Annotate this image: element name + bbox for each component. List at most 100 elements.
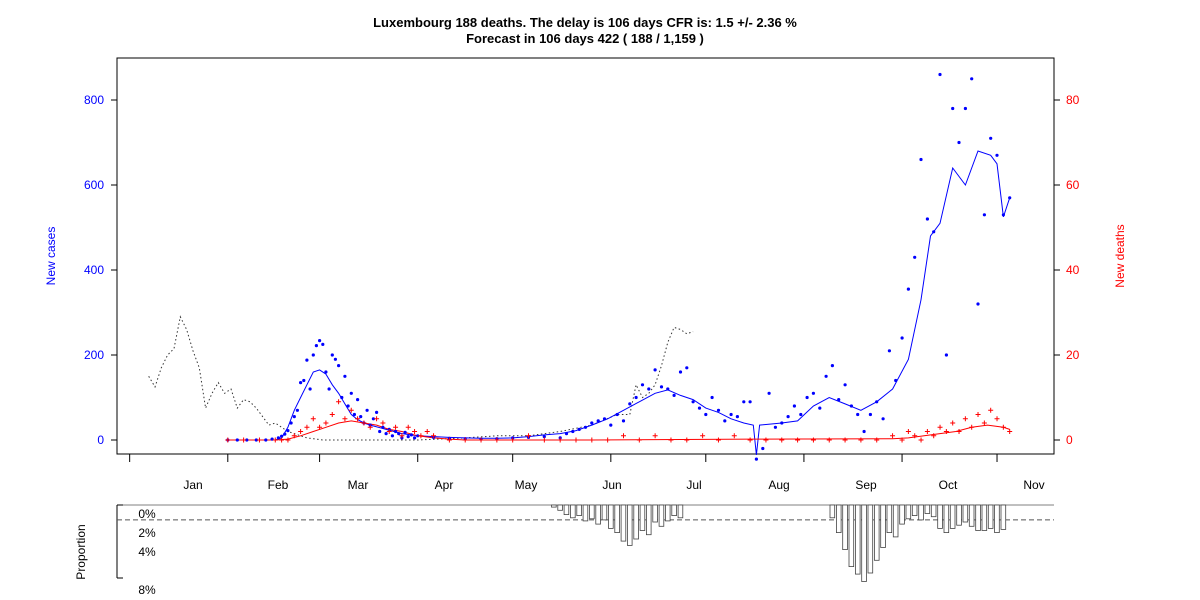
- x-tick-label-may: May: [515, 478, 538, 492]
- case-point-23: [330, 353, 334, 357]
- death-point-61: [918, 437, 924, 443]
- case-point-119: [938, 72, 942, 77]
- death-point-29: [446, 437, 452, 443]
- death-point-5: [285, 437, 291, 443]
- case-point-104: [843, 383, 847, 387]
- case-point-19: [318, 339, 322, 343]
- case-point-60: [564, 432, 569, 436]
- case-point-4: [264, 438, 268, 442]
- proportion-tick-label-2: 4%: [138, 545, 156, 559]
- proportion-bar-45: [981, 504, 988, 531]
- case-point-38: [378, 429, 382, 434]
- case-point-3: [254, 438, 258, 442]
- case-point-127: [989, 136, 993, 140]
- case-point-69: [621, 419, 626, 423]
- death-point-57: [890, 433, 896, 439]
- case-point-44: [397, 432, 401, 436]
- death-point-67: [956, 429, 962, 434]
- y-axis-left: 0 200 400 600 800: [84, 93, 118, 447]
- death-point-47: [731, 433, 737, 439]
- proportion-bar-34: [911, 504, 918, 517]
- x-tick-label-apr: Apr: [435, 478, 454, 492]
- case-point-40: [384, 432, 388, 436]
- death-point-70: [975, 412, 981, 417]
- death-point-73: [994, 416, 1000, 422]
- death-point-66: [950, 420, 956, 426]
- x-tick-label-feb: Feb: [268, 478, 289, 492]
- case-point-43: [394, 429, 398, 434]
- case-point-6: [276, 436, 280, 440]
- case-point-115: [913, 255, 917, 259]
- case-point-102: [830, 364, 835, 368]
- proportion-bar-39: [943, 504, 950, 534]
- proportion-bar-11: [620, 504, 627, 542]
- y-tick-label-left-4: 800: [84, 93, 104, 107]
- case-point-1: [235, 438, 239, 442]
- proportion-bar-24: [848, 504, 855, 567]
- case-point-48: [409, 433, 413, 437]
- case-point-95: [786, 415, 790, 419]
- case-point-32: [359, 415, 363, 419]
- case-point-124: [970, 77, 974, 81]
- case-point-22: [327, 387, 331, 391]
- death-point-69: [969, 424, 975, 430]
- case-point-63: [583, 425, 588, 429]
- case-point-34: [365, 408, 369, 412]
- proportion-bar-30: [886, 504, 893, 534]
- proportion-bar-5: [582, 504, 589, 522]
- series-layer: [148, 72, 1013, 461]
- case-point-126: [982, 213, 987, 217]
- death-point-52: [810, 437, 816, 443]
- case-point-114: [906, 287, 911, 291]
- y-tick-label-right-0: 0: [1066, 433, 1073, 447]
- case-point-97: [799, 412, 803, 417]
- case-point-94: [780, 421, 784, 425]
- case-point-11: [292, 415, 296, 419]
- case-point-26: [340, 395, 344, 400]
- case-point-14: [302, 378, 306, 383]
- series-cases-smoothed: [227, 150, 1011, 455]
- death-point-41: [636, 437, 642, 443]
- case-point-61: [571, 429, 575, 434]
- death-point-6: [291, 433, 297, 439]
- case-point-128: [995, 153, 999, 157]
- proportion-bar-12: [627, 504, 633, 546]
- death-point-32: [494, 437, 500, 443]
- proportion-bar-15: [646, 504, 652, 536]
- death-point-48: [747, 437, 753, 443]
- death-point-42: [652, 433, 658, 439]
- case-point-130: [1008, 196, 1012, 200]
- case-point-86: [729, 412, 733, 417]
- death-point-18: [367, 424, 373, 430]
- case-point-31: [356, 398, 360, 402]
- series-projection-line: [148, 315, 694, 441]
- case-point-12: [295, 408, 299, 412]
- case-point-101: [824, 374, 828, 378]
- case-point-116: [919, 157, 923, 162]
- proportion-bar-42: [962, 504, 969, 523]
- proportion-bar-29: [880, 504, 886, 548]
- death-point-9: [310, 416, 316, 422]
- case-point-62: [577, 427, 581, 431]
- death-point-2: [256, 437, 262, 443]
- case-point-84: [716, 408, 721, 412]
- case-point-88: [742, 400, 746, 404]
- plot-frame: [116, 57, 1055, 455]
- proportion-bars: [551, 504, 1007, 582]
- case-point-81: [697, 406, 702, 410]
- y-tick-label-left-2: 400: [84, 263, 104, 277]
- case-point-30: [352, 412, 356, 417]
- case-point-98: [805, 395, 809, 400]
- proportion-bar-17: [658, 504, 665, 527]
- case-point-107: [862, 429, 866, 434]
- chart-subtitle: Forecast in 106 days 422 ( 188 / 1,159 ): [466, 31, 704, 46]
- proportion-bar-8: [601, 504, 608, 521]
- x-tick-label-sep: Sep: [855, 478, 877, 492]
- case-point-106: [856, 412, 860, 417]
- case-point-89: [748, 400, 752, 404]
- death-point-39: [605, 437, 611, 443]
- death-point-30: [462, 437, 468, 443]
- death-point-13: [336, 399, 342, 405]
- proportion-bar-4: [576, 504, 582, 517]
